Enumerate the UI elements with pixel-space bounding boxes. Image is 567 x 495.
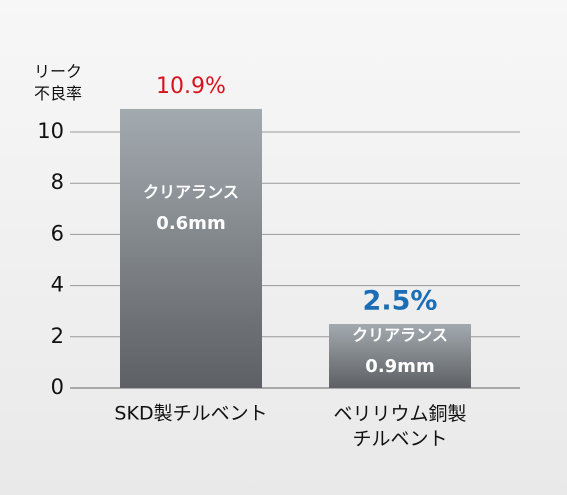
- y-tick-label: 0: [51, 375, 64, 399]
- y-tick-label: 8: [51, 170, 64, 194]
- y-tick-label: 10: [37, 119, 64, 143]
- bar: [120, 108, 262, 389]
- y-axis-label: リーク不良率: [34, 62, 82, 103]
- y-tick-label: 4: [51, 273, 64, 297]
- bar-clearance: 0.9mm: [365, 356, 434, 377]
- bar: [329, 324, 471, 388]
- y-tick-label: 2: [51, 324, 64, 348]
- x-tick-label: SKD製チルベント: [114, 403, 267, 425]
- bar-clearance: 0.6mm: [156, 213, 225, 234]
- y-tick-label: 6: [51, 221, 64, 245]
- bar-annotation: クリアランス: [352, 326, 448, 345]
- value-label: 2.5%: [363, 286, 438, 317]
- value-label: 10.9%: [156, 74, 226, 99]
- bar-annotation: クリアランス: [143, 183, 239, 202]
- x-tick-label: ベリリウム銅製チルベント: [333, 403, 466, 450]
